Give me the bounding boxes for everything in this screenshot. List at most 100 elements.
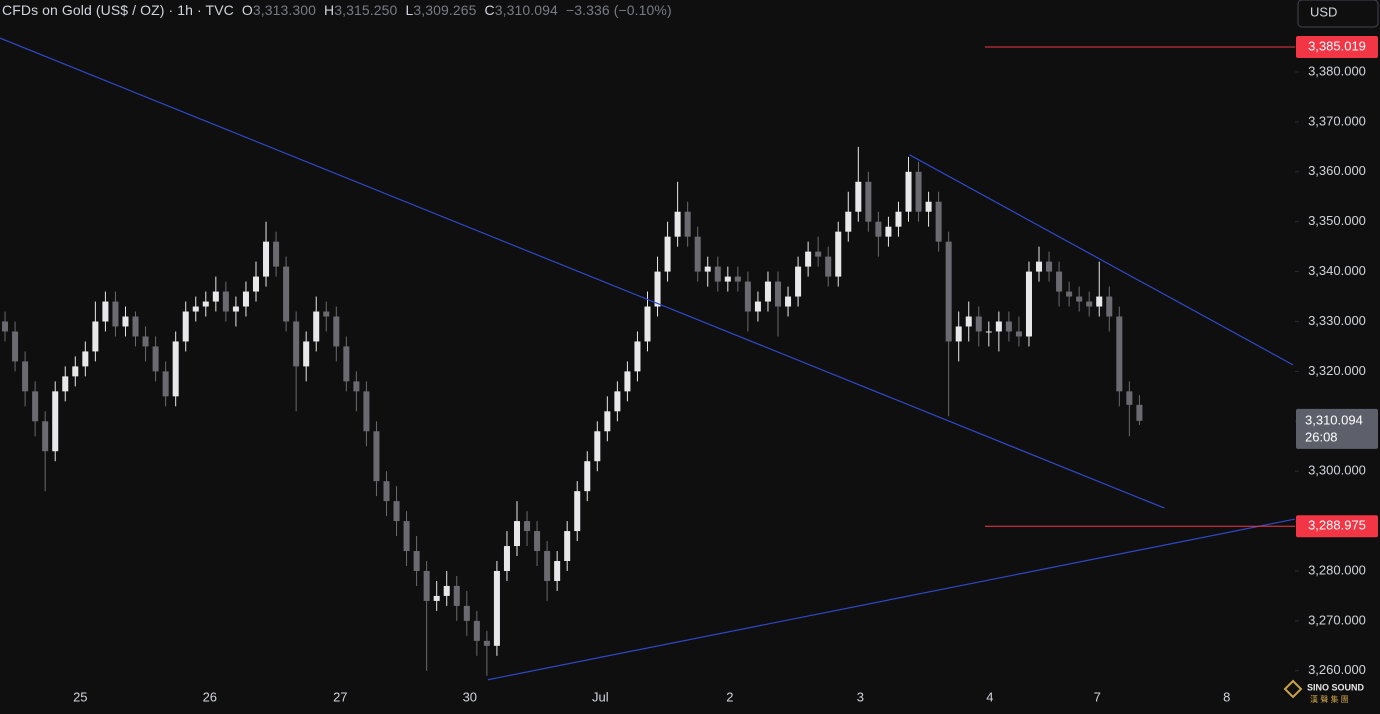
candle-body bbox=[333, 316, 340, 347]
candle-body bbox=[1036, 261, 1043, 272]
ohlc-value: 3,310.094 bbox=[494, 2, 558, 18]
candle-body bbox=[1066, 291, 1073, 297]
y-tick-label: 3,330.000 bbox=[1308, 313, 1366, 328]
candle-body bbox=[995, 321, 1002, 332]
candle-body bbox=[82, 351, 89, 367]
candle-body bbox=[1126, 391, 1133, 405]
y-tick-label: 3,340.000 bbox=[1308, 263, 1366, 278]
level-badge bbox=[1296, 35, 1378, 58]
candle-body bbox=[22, 361, 29, 392]
candle-body bbox=[805, 251, 812, 267]
candle-body bbox=[574, 491, 581, 532]
candle-body bbox=[754, 301, 761, 312]
ohlc-value: 3,309.265 bbox=[413, 2, 477, 18]
candle-body bbox=[453, 585, 460, 606]
candle-body bbox=[1056, 271, 1063, 292]
x-tick-label: 4 bbox=[986, 689, 993, 704]
logo-icon bbox=[1283, 679, 1303, 699]
candle-body bbox=[865, 181, 872, 222]
candle-body bbox=[534, 531, 541, 552]
candle-body bbox=[413, 551, 420, 571]
candle-body bbox=[383, 481, 390, 502]
candle-body bbox=[252, 276, 259, 292]
candle-body bbox=[293, 321, 300, 367]
candle-body bbox=[242, 291, 249, 307]
x-tick-label: Jul bbox=[592, 689, 609, 704]
y-tick-label: 3,370.000 bbox=[1308, 113, 1366, 128]
x-tick-label: 8 bbox=[1223, 689, 1230, 704]
currency[interactable]: USD bbox=[1310, 4, 1337, 19]
candle-body bbox=[283, 266, 290, 322]
y-tick-label: 3,270.000 bbox=[1308, 612, 1366, 627]
candle-body bbox=[594, 431, 601, 462]
candle-body bbox=[1086, 301, 1093, 307]
candle-body bbox=[714, 266, 721, 282]
logo: SINO SOUND 漢 聲 集 團 bbox=[1283, 679, 1365, 704]
candle-body bbox=[32, 391, 39, 422]
y-tick-label: 3,380.000 bbox=[1308, 63, 1366, 78]
ohlc-value: 3,313.300 bbox=[252, 2, 317, 18]
candle-body bbox=[945, 241, 952, 342]
candle-body bbox=[955, 326, 962, 342]
candle-body bbox=[885, 226, 892, 237]
candle-body bbox=[1015, 331, 1022, 337]
candle-body bbox=[895, 211, 902, 227]
candle-body bbox=[1096, 296, 1103, 307]
candle-body bbox=[634, 341, 641, 372]
candle-body bbox=[684, 211, 691, 237]
last-price-label: 3,310.094 bbox=[1305, 412, 1363, 427]
candle-body bbox=[182, 311, 189, 342]
x-tick-label: 30 bbox=[463, 689, 477, 704]
currency-button[interactable] bbox=[1297, 0, 1379, 28]
candle-body bbox=[202, 301, 209, 307]
candle-body bbox=[343, 346, 350, 382]
candle-body bbox=[1106, 296, 1113, 317]
y-tick-label: 3,360.000 bbox=[1308, 163, 1366, 178]
candle-body bbox=[985, 331, 992, 333]
candle-body bbox=[654, 271, 661, 307]
candle-body bbox=[704, 266, 711, 272]
candle-body bbox=[303, 341, 310, 367]
symbol-title: CFDs on Gold (US$ / OZ) · 1h · TVC bbox=[2, 2, 234, 18]
candle-body bbox=[694, 236, 701, 272]
ohlc-key: L bbox=[405, 2, 414, 18]
candle-body bbox=[644, 306, 651, 342]
candle-body bbox=[122, 316, 129, 327]
trendline bbox=[487, 518, 1296, 681]
candle-body bbox=[423, 570, 430, 601]
y-tick-label: 3,300.000 bbox=[1308, 463, 1366, 478]
y-tick-label: 3,260.000 bbox=[1308, 662, 1366, 677]
candle-body bbox=[845, 211, 852, 232]
x-tick-label: 27 bbox=[333, 689, 347, 704]
candle-body bbox=[724, 276, 731, 282]
x-tick-label: 25 bbox=[73, 689, 87, 704]
candle-body bbox=[764, 281, 771, 302]
candle-body bbox=[795, 266, 802, 297]
y-tick-label: 3,280.000 bbox=[1308, 562, 1366, 577]
candle-body bbox=[353, 381, 360, 392]
candle-body bbox=[142, 336, 149, 347]
candle-body bbox=[473, 620, 480, 641]
change: −3.336 (−0.10%) bbox=[565, 2, 672, 18]
candle-body bbox=[503, 546, 510, 571]
candle-body bbox=[544, 551, 551, 581]
candle-body bbox=[152, 346, 159, 372]
candle-body bbox=[524, 521, 531, 532]
candle-body bbox=[905, 171, 912, 212]
ohlc-key: C bbox=[484, 2, 495, 18]
candle-body bbox=[52, 391, 59, 452]
candle-body bbox=[925, 201, 932, 212]
candle-body bbox=[875, 221, 882, 237]
candle-body bbox=[734, 276, 741, 282]
x-tick-label: 26 bbox=[203, 689, 217, 704]
trendline bbox=[909, 154, 1294, 366]
candle-body bbox=[403, 521, 410, 552]
candle-body bbox=[1005, 321, 1012, 332]
candle-body bbox=[584, 461, 591, 492]
candle-body bbox=[92, 321, 99, 352]
candle-body bbox=[132, 316, 139, 337]
ohlc-key: O bbox=[241, 2, 253, 18]
candle-body bbox=[463, 605, 470, 621]
